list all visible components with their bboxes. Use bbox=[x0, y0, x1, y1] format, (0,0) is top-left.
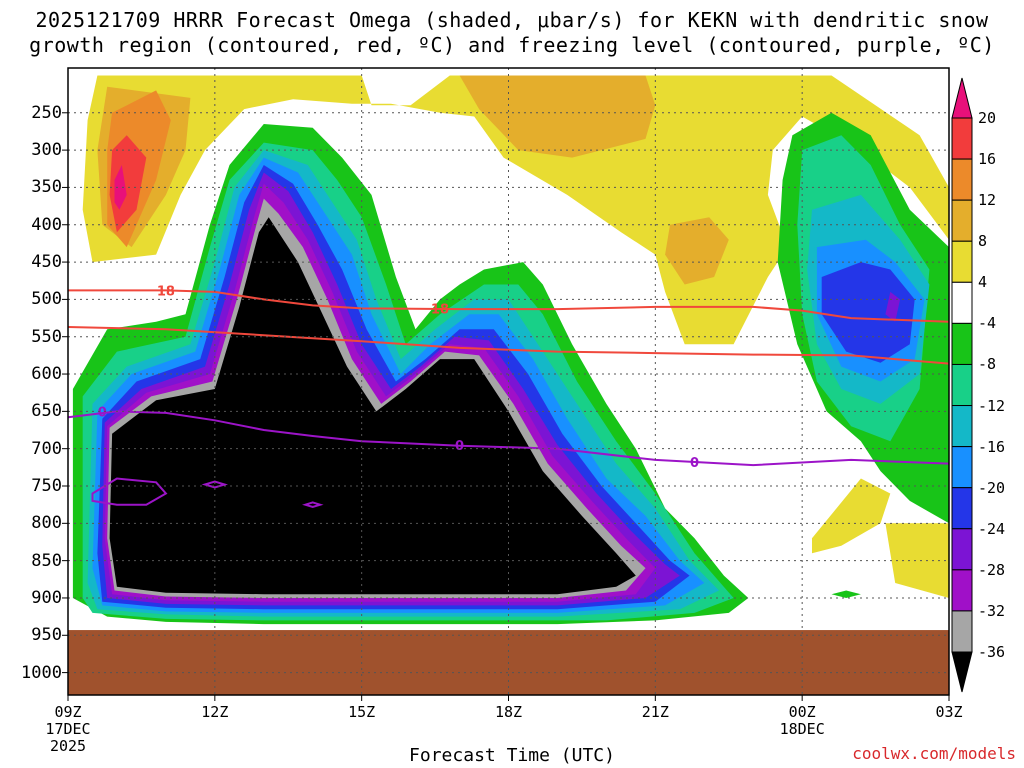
omega-region-4 bbox=[812, 478, 891, 554]
freezing-level-loop-0 bbox=[91, 477, 168, 506]
omega-region-3 bbox=[665, 217, 729, 285]
x-tick-sublabel-17DEC: 17DEC bbox=[45, 720, 91, 738]
plot-frame bbox=[67, 67, 950, 696]
y-tick-label-400: 400 bbox=[31, 214, 62, 235]
y-tick-label-900: 900 bbox=[31, 587, 62, 608]
colorbar-label-9: -20 bbox=[978, 478, 1006, 497]
x-tick-sublabel-2025: 2025 bbox=[49, 737, 87, 755]
contour-label-0-2: 0 bbox=[690, 456, 699, 471]
colorbar-top-arrow bbox=[951, 77, 973, 119]
colorbar-label-2: 12 bbox=[978, 191, 997, 210]
omega-region-2 bbox=[459, 75, 656, 158]
x-tick-label-09Z: 09Z bbox=[54, 703, 82, 721]
colorbar-label-13: -36 bbox=[978, 643, 1006, 661]
x-tick-label-03Z: 03Z bbox=[935, 703, 963, 721]
colorbar-label-8: -16 bbox=[978, 437, 1006, 456]
contour-label--18-1: 18 bbox=[431, 302, 449, 317]
colorbar-label-4: 4 bbox=[978, 273, 988, 292]
omega-region-0 bbox=[82, 75, 949, 345]
colorbar-swatch-9 bbox=[951, 487, 973, 530]
y-tick-label-600: 600 bbox=[31, 364, 62, 385]
colorbar-label-12: -32 bbox=[978, 601, 1006, 620]
y-tick-label-550: 550 bbox=[31, 326, 62, 347]
y-tick-label-500: 500 bbox=[31, 289, 62, 310]
x-tick-label-15Z: 15Z bbox=[348, 703, 376, 721]
source-credit-link[interactable]: coolwx.com/models bbox=[852, 744, 1016, 763]
contour-label-0-1: 0 bbox=[455, 439, 464, 454]
omega-region-8 bbox=[114, 165, 127, 210]
colorbar-swatch-12 bbox=[951, 610, 973, 653]
contour-label-0-0: 0 bbox=[98, 405, 107, 420]
colorbar-label-0: 20 bbox=[978, 109, 997, 127]
colorbar-label-10: -24 bbox=[978, 519, 1006, 538]
y-tick-label-650: 650 bbox=[31, 401, 62, 422]
colorbar-swatch-1 bbox=[951, 158, 973, 201]
y-tick-label-800: 800 bbox=[31, 513, 62, 534]
y-tick-label-850: 850 bbox=[31, 550, 62, 571]
colorbar-label-5: -4 bbox=[978, 314, 997, 333]
colorbar-swatch-4 bbox=[951, 281, 973, 324]
colorbar-swatch-5 bbox=[951, 322, 973, 365]
colorbar-label-3: 8 bbox=[978, 232, 988, 251]
omega-region-24 bbox=[831, 590, 861, 598]
omega-region-18 bbox=[821, 262, 915, 363]
freezing-level-loop-2 bbox=[302, 501, 324, 508]
freezing-level-loop-1 bbox=[201, 480, 229, 489]
x-tick-label-00Z: 00Z bbox=[788, 703, 816, 721]
colorbar-bottom-arrow bbox=[951, 651, 973, 693]
x-tick-sublabel-18DEC: 18DEC bbox=[779, 720, 825, 738]
colorbar-label-6: -8 bbox=[978, 355, 997, 374]
y-tick-label-950: 950 bbox=[31, 625, 62, 646]
y-tick-label-750: 750 bbox=[31, 476, 62, 496]
y-tick-label-300: 300 bbox=[31, 140, 62, 161]
omega-region-5 bbox=[885, 523, 949, 598]
y-tick-label-700: 700 bbox=[31, 438, 62, 459]
colorbar bbox=[951, 77, 973, 693]
y-tick-label-250: 250 bbox=[31, 102, 62, 123]
colorbar-label-11: -28 bbox=[978, 560, 1006, 579]
y-tick-label-350: 350 bbox=[31, 177, 62, 198]
colorbar-swatch-11 bbox=[951, 569, 973, 612]
colorbar-swatch-7 bbox=[951, 405, 973, 448]
colorbar-swatch-2 bbox=[951, 199, 973, 242]
colorbar-label-7: -12 bbox=[978, 396, 1006, 415]
colorbar-swatch-10 bbox=[951, 528, 973, 571]
y-tick-label-450: 450 bbox=[31, 252, 62, 273]
contour-label--18-0: 18 bbox=[157, 284, 175, 299]
x-tick-label-12Z: 12Z bbox=[201, 703, 229, 721]
x-axis-title: Forecast Time (UTC) bbox=[409, 745, 615, 766]
chart-title-line2: growth region (contoured, red, ºC) and f… bbox=[29, 33, 995, 57]
colorbar-swatch-8 bbox=[951, 446, 973, 489]
colorbar-swatch-6 bbox=[951, 363, 973, 407]
omega-region-23 bbox=[109, 217, 636, 595]
y-tick-label-1000: 1000 bbox=[21, 662, 62, 683]
colorbar-label-1: 16 bbox=[978, 150, 997, 169]
x-tick-label-18Z: 18Z bbox=[494, 703, 523, 721]
plot-border bbox=[67, 67, 950, 696]
x-tick-label-21Z: 21Z bbox=[641, 703, 669, 721]
chart-title-line1: 2025121709 HRRR Forecast Omega (shaded, … bbox=[35, 8, 989, 32]
colorbar-swatch-0 bbox=[951, 117, 973, 160]
colorbar-swatch-3 bbox=[951, 240, 973, 283]
